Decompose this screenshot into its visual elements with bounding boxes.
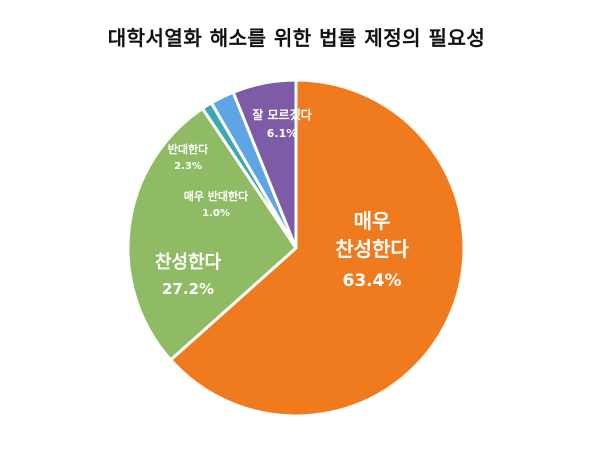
slice-label-1-line-1: 매우 bbox=[354, 209, 391, 233]
pie-slice-1 bbox=[169, 78, 466, 418]
slice-value-label-4: 2.3% bbox=[174, 161, 202, 172]
slice-label-2-line-1: 찬성한다 bbox=[155, 252, 222, 273]
slice-label-3-line-1: 매우 반대한다 bbox=[184, 189, 249, 203]
chart-title: 대학서열화 해소를 위한 법률 제정의 필요성 bbox=[107, 26, 486, 50]
slice-label-5-line-1: 잘 모르겠다 bbox=[252, 107, 311, 122]
slice-value-label-5: 6.1% bbox=[267, 127, 298, 140]
slice-label-4-line-1: 반대한다 bbox=[168, 142, 209, 156]
slice-value-label-3: 1.0% bbox=[202, 208, 230, 219]
slice-label-1-line-2: 찬성한다 bbox=[335, 237, 409, 261]
pie-slice-2 bbox=[126, 106, 298, 362]
slice-value-label-2: 27.2% bbox=[162, 280, 214, 298]
slice-value-label-1: 63.4% bbox=[343, 271, 402, 291]
pie-slice-5 bbox=[231, 78, 298, 250]
